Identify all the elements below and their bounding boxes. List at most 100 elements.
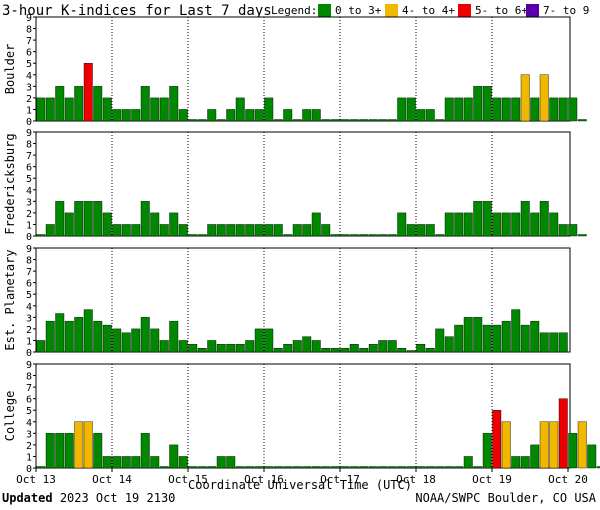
k-index-bar [349, 466, 359, 469]
k-index-bar [416, 224, 426, 237]
y-tick-label: 9 [26, 244, 32, 255]
k-index-bar [159, 466, 169, 469]
legend-swatch [458, 4, 471, 17]
k-index-bar [178, 224, 188, 237]
k-index-bar [520, 456, 530, 469]
k-index-bar [397, 466, 407, 469]
k-index-bar [539, 201, 549, 237]
k-index-bar [321, 466, 331, 469]
k-index-bar [340, 119, 350, 122]
k-index-bar [302, 224, 312, 237]
k-index-bar [311, 212, 321, 237]
k-index-bar [83, 309, 93, 353]
legend-entry: 7- to 9 [543, 4, 589, 17]
y-tick-label: 0 [26, 464, 32, 475]
k-index-bar [207, 466, 217, 469]
y-tick-label: 6 [26, 163, 32, 174]
y-tick-label: 4 [26, 71, 32, 82]
k-index-bar [397, 347, 407, 353]
k-index-bar [311, 466, 321, 469]
x-tick-label: Oct 18 [396, 473, 436, 486]
k-index-bar [140, 433, 150, 469]
k-index-bar [406, 466, 416, 469]
panel-frame [35, 363, 571, 469]
k-index-bar [235, 224, 245, 237]
k-index-bar [36, 234, 46, 237]
k-index-bar [292, 119, 302, 122]
k-index-bar [473, 466, 483, 469]
k-index-bar [254, 224, 264, 237]
k-index-bar [482, 201, 492, 237]
k-index-bar [511, 97, 521, 122]
x-axis-label: Coordinate Universal Time (UTC) [188, 478, 412, 492]
k-index-bar [112, 456, 122, 469]
k-index-bar [178, 340, 188, 353]
k-index-bar [530, 97, 540, 122]
k-index-bar [178, 456, 188, 469]
k-index-bar [235, 344, 245, 353]
k-index-bar [520, 201, 530, 237]
y-tick-label: 9 [26, 13, 32, 24]
k-index-bar [273, 119, 283, 122]
x-axis-ticks: Oct 13 Oct 14 Oct 15 Oct 16 Oct 17 Oct 18 Oct … [16, 468, 588, 486]
k-index-bar [254, 109, 264, 122]
k-index-bar [501, 320, 511, 353]
k-index-bar [501, 97, 511, 122]
k-index-bar [64, 212, 74, 237]
k-index-bar [93, 320, 103, 353]
k-index-bar [435, 328, 445, 353]
legend-entry: 0 to 3+ [335, 4, 382, 17]
k-index-bar [330, 234, 340, 237]
k-index-bar [150, 212, 160, 237]
k-index-bar [549, 421, 559, 469]
k-index-bar [454, 466, 464, 469]
k-index-bar [159, 97, 169, 122]
k-index-bar [511, 456, 521, 469]
k-index-bar [435, 466, 445, 469]
k-index-bar [501, 421, 511, 469]
k-index-bar [587, 444, 597, 469]
k-index-bar [36, 466, 46, 469]
k-index-bar [482, 324, 492, 353]
k-index-bar [264, 97, 274, 122]
chart-title: 3-hour K-indices for Last 7 days [2, 3, 272, 19]
y-tick-label: 7 [26, 383, 32, 394]
y-tick-label: 6 [26, 48, 32, 59]
y-tick-label: 0 [26, 348, 32, 359]
k-index-bar [349, 344, 359, 353]
k-index-bar [530, 212, 540, 237]
k-index-bar [292, 466, 302, 469]
k-index-bar [520, 324, 530, 353]
k-index-bar [140, 317, 150, 353]
k-index-bar [416, 344, 426, 353]
k-index-bar [74, 317, 84, 353]
k-index-bar [245, 466, 255, 469]
k-index-bar [330, 347, 340, 353]
y-tick-label: 3 [26, 313, 32, 324]
k-index-bar [169, 212, 179, 237]
k-index-bar [121, 224, 131, 237]
k-index-bar [83, 421, 93, 469]
k-index-bar [292, 224, 302, 237]
k-index-bar [397, 212, 407, 237]
k-index-bar [463, 97, 473, 122]
y-tick-label: 2 [26, 441, 32, 452]
y-tick-label: 9 [26, 360, 32, 371]
k-index-bar [169, 444, 179, 469]
y-tick-label: 2 [26, 209, 32, 220]
k-index-bar [368, 466, 378, 469]
k-index-bar [235, 466, 245, 469]
k-index-bar [302, 109, 312, 122]
k-index-bar [406, 97, 416, 122]
k-index-bar [140, 201, 150, 237]
k-index-bar [378, 119, 388, 122]
k-index-bar [102, 97, 112, 122]
y-tick-label: 9 [26, 128, 32, 139]
k-index-bar [131, 109, 141, 122]
y-tick-label: 4 [26, 186, 32, 197]
y-tick-label: 2 [26, 325, 32, 336]
k-index-bar [93, 86, 103, 122]
k-index-bar [473, 86, 483, 122]
